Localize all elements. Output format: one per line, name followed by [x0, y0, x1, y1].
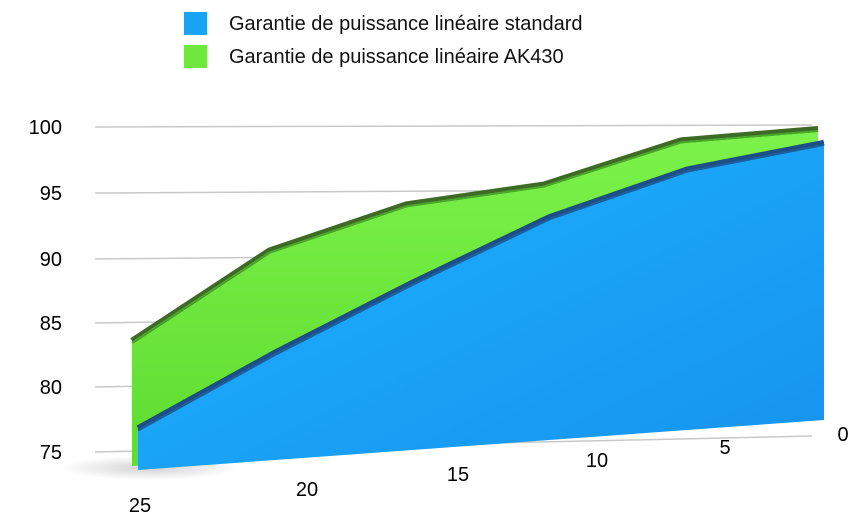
x-tick-label: 10	[586, 450, 608, 472]
series-standard-area	[138, 142, 824, 471]
x-tick-label: 25	[129, 495, 151, 512]
series-ak430-edge-highlight	[131, 129, 819, 344]
y-tick-label: 75	[40, 442, 62, 464]
series-standard-top-edge	[136, 139, 825, 431]
y-tick-label: 90	[40, 249, 62, 271]
legend-label: Garantie de puissance linéaire AK430	[229, 46, 564, 68]
legend: Garantie de puissance linéaire standard G…	[184, 12, 583, 68]
legend-swatch	[184, 12, 207, 35]
legend-label: Garantie de puissance linéaire standard	[229, 13, 583, 35]
x-tick-label: 0	[837, 424, 848, 446]
y-tick-label: 95	[40, 183, 62, 205]
series-standard-edge-highlight	[137, 143, 825, 432]
series-ak430-top-edge	[130, 125, 819, 344]
x-tick-label: 5	[719, 437, 730, 459]
y-tick-label: 100	[29, 117, 62, 139]
y-axis: 75 80 85 90 95 100	[29, 117, 62, 464]
gridline	[94, 124, 813, 128]
x-tick-label: 15	[447, 464, 469, 486]
legend-swatch	[184, 45, 207, 68]
x-axis: 25 20 15 10 5 0	[129, 424, 849, 512]
y-tick-label: 80	[40, 377, 62, 399]
x-tick-label: 20	[296, 479, 318, 501]
plot-area	[130, 125, 825, 471]
y-tick-label: 85	[40, 313, 62, 335]
